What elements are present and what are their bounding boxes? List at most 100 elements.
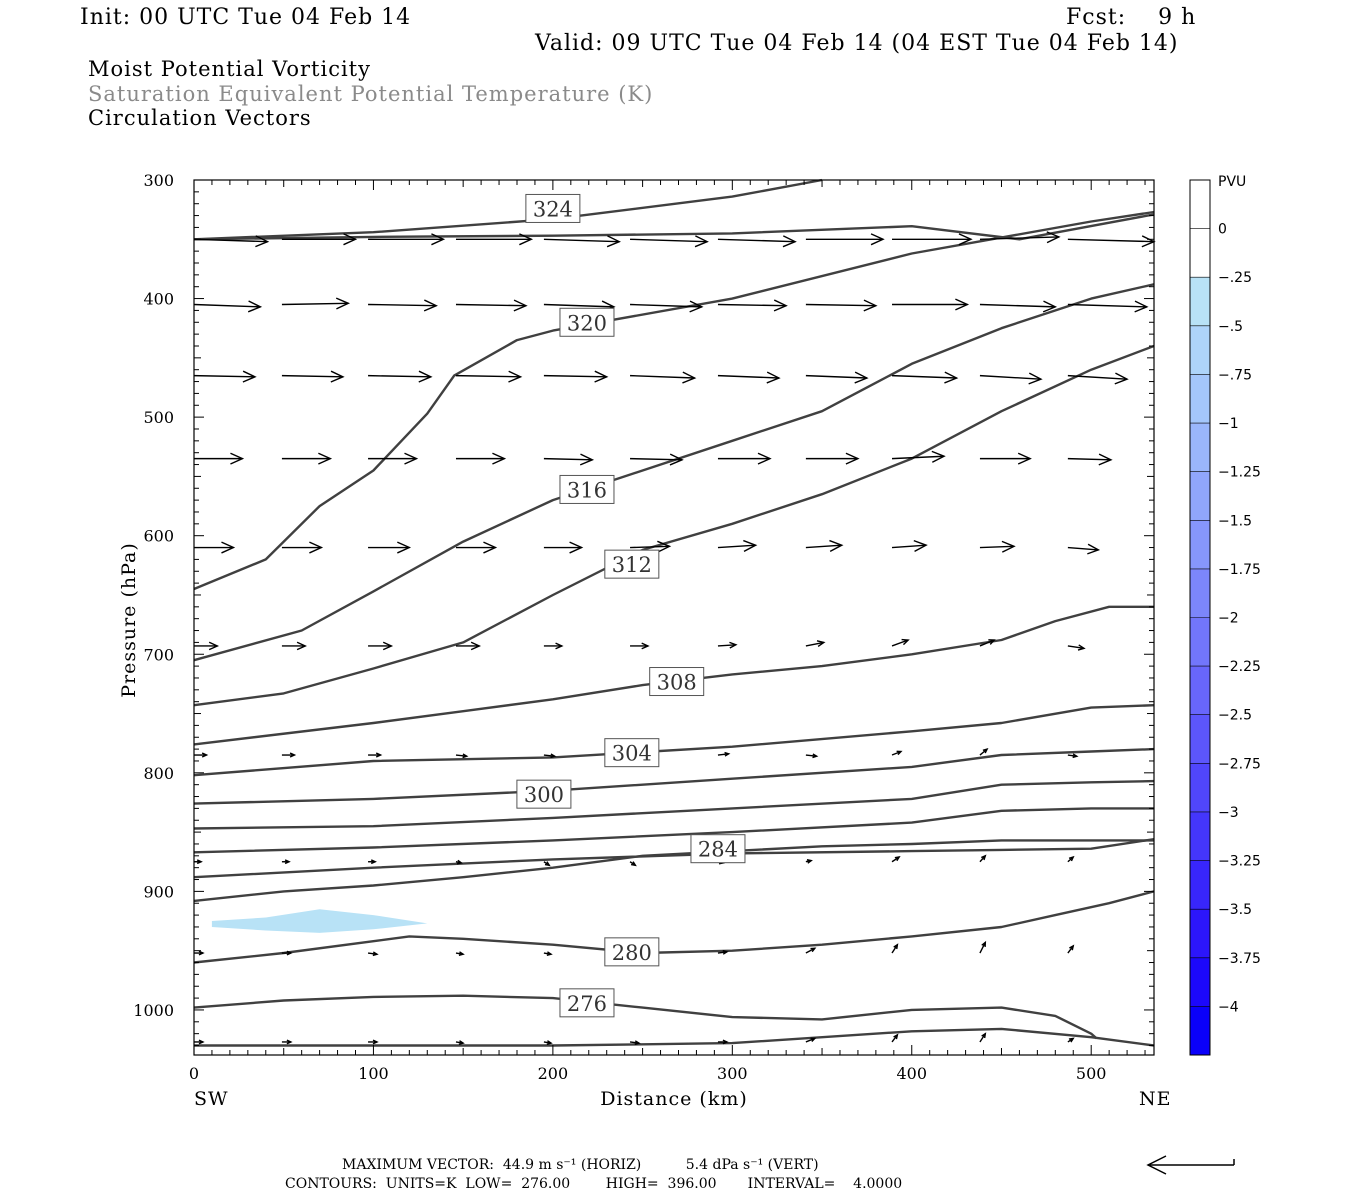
svg-text:320: 320 — [567, 311, 607, 335]
circulation-vector — [543, 453, 595, 466]
circulation-vector — [717, 371, 781, 384]
x-end-label-left: SW — [194, 1088, 229, 1110]
circulation-vector — [455, 641, 482, 651]
circulation-vector — [629, 861, 637, 867]
circulation-vector — [368, 752, 383, 758]
circulation-vector — [455, 452, 507, 465]
circulation-vector — [891, 856, 901, 863]
theta-contour-320 — [193, 210, 1155, 591]
y-axis-label: Pressure (hPa) — [118, 542, 140, 698]
colorbar-title: PVU — [1218, 174, 1246, 190]
circulation-vector — [979, 540, 1016, 553]
circulation-vector — [979, 639, 996, 647]
circulation-vector — [630, 453, 684, 466]
field-title-vectors: Circulation Vectors — [88, 106, 312, 130]
colorbar-swatch — [1190, 423, 1210, 472]
contour-label-284: 284 — [690, 834, 746, 864]
circulation-vector — [543, 235, 621, 248]
x-tick-label: 400 — [896, 1064, 927, 1083]
pv-colorbar: 0 −.25 −.5 −.75 −1 −1.25 −1.5 −1.75 −2 −2.25 −2.5 −… — [1189, 179, 1261, 1056]
forecast-hour: Fcst: 9 h — [1066, 5, 1197, 30]
y-tick-label: 700 — [143, 645, 174, 664]
colorbar-label: −3.5 — [1218, 902, 1252, 918]
colorbar-label: −2.75 — [1218, 756, 1261, 772]
colorbar-swatch — [1190, 471, 1210, 521]
svg-text:276: 276 — [567, 992, 607, 1016]
circulation-vector — [979, 452, 1032, 465]
circulation-vector — [1067, 944, 1075, 954]
circulation-vector — [543, 1040, 553, 1045]
circulation-vector — [630, 642, 650, 650]
circulation-vector — [717, 949, 729, 955]
circulation-vector — [543, 951, 553, 957]
contour-label-308: 308 — [649, 667, 705, 697]
circulation-vector — [193, 300, 263, 313]
circulation-vector — [630, 371, 697, 384]
theta-contour-308 — [193, 605, 1154, 746]
circulation-vector — [281, 541, 324, 554]
circulation-vector — [455, 753, 469, 759]
init-time: Init: 00 UTC Tue 04 Feb 14 — [80, 5, 412, 30]
theta-contour-276 — [193, 994, 1098, 1040]
circulation-vector — [194, 950, 205, 956]
y-tick-label: 800 — [143, 764, 174, 783]
colorbar-swatch — [1190, 714, 1210, 764]
theta-contour-1 — [193, 213, 1155, 241]
contour-label-300: 300 — [516, 779, 572, 809]
theta-contour-312 — [193, 344, 1155, 707]
colorbar-label: −2 — [1218, 611, 1239, 627]
svg-text:300: 300 — [524, 783, 564, 807]
circulation-vector — [805, 753, 819, 759]
field-title-theta-es: Saturation Equivalent Potential Temperat… — [88, 82, 654, 106]
circulation-vector — [194, 541, 236, 554]
colorbar-label: −1.5 — [1218, 513, 1252, 529]
circulation-vector — [281, 752, 297, 758]
contour-info-note: CONTOURS: UNITS=K LOW= 276.00 HIGH= 396.… — [285, 1176, 903, 1192]
circulation-vector — [979, 940, 987, 954]
theta-contour-304 — [193, 704, 1155, 777]
contour-label-304: 304 — [604, 738, 660, 768]
pv-region-0 — [211, 909, 428, 933]
y-tick-label: 600 — [143, 527, 174, 546]
circulation-vector — [281, 233, 358, 246]
circulation-vector — [805, 858, 813, 864]
x-axis-label: Distance (km) — [600, 1088, 748, 1110]
circulation-vector-layer — [193, 231, 1156, 1046]
circulation-vector — [367, 951, 379, 957]
circulation-vector — [1067, 543, 1101, 555]
svg-text:324: 324 — [533, 197, 573, 221]
contour-label-320: 320 — [559, 307, 615, 337]
contour-label-316: 316 — [559, 474, 615, 504]
circulation-vector — [1067, 644, 1086, 651]
theta-contour-10 — [193, 838, 1155, 879]
colorbar-label: −2.5 — [1218, 708, 1252, 724]
circulation-vector — [805, 452, 860, 465]
colorbar-swatch — [1190, 666, 1210, 715]
x-tick-label: 200 — [538, 1064, 569, 1083]
circulation-vector — [368, 541, 412, 554]
circulation-vector — [1067, 300, 1149, 313]
circulation-vector — [281, 641, 307, 651]
circulation-vector — [455, 951, 465, 957]
circulation-vector — [455, 859, 464, 865]
colorbar-label: −1 — [1218, 416, 1239, 432]
x-end-label-right: NE — [1139, 1088, 1172, 1110]
circulation-vector — [979, 372, 1043, 385]
circulation-vector — [1067, 235, 1156, 248]
circulation-vector — [455, 1040, 465, 1045]
contour-label-324: 324 — [525, 193, 581, 223]
circulation-vector — [543, 861, 551, 867]
x-tick-label: 0 — [189, 1064, 199, 1083]
colorbar-label: −2.25 — [1218, 659, 1261, 675]
circulation-vector — [543, 642, 564, 650]
circulation-vector — [891, 450, 946, 463]
colorbar-label: 0 — [1218, 222, 1227, 238]
colorbar-label: −.25 — [1218, 270, 1252, 286]
circulation-vector — [194, 452, 245, 465]
y-tick-label: 500 — [143, 408, 174, 427]
colorbar-label: −1.75 — [1218, 562, 1261, 578]
circulation-vector — [281, 452, 333, 465]
circulation-vector — [455, 370, 523, 383]
circulation-vector — [629, 1040, 641, 1046]
circulation-vector — [979, 231, 1061, 244]
